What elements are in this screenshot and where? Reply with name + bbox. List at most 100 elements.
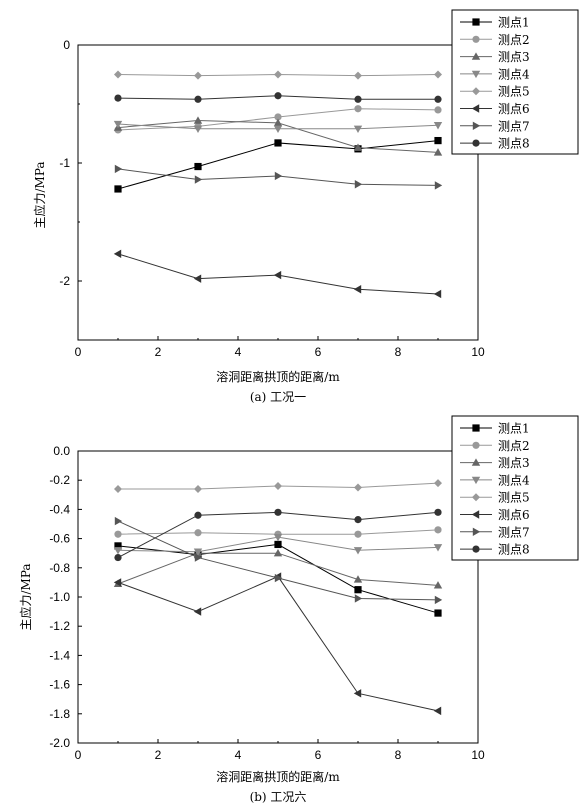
chart-a-y-tick-label: -1	[59, 156, 70, 170]
chart-a-series-1-line	[117, 140, 439, 190]
chart-b-series-8-point	[274, 508, 282, 516]
chart-a-series-4-point	[353, 125, 363, 133]
chart-b-y-tick-label: -1.4	[49, 648, 70, 662]
chart-a-series-6-point	[353, 285, 362, 294]
chart-a-series-1-point	[274, 139, 282, 147]
chart-a-series-4-point	[113, 120, 123, 129]
chart-a-series-8-point	[274, 92, 282, 100]
chart-a-plot-frame	[77, 44, 479, 341]
chart-a-legend-label: 测点8	[498, 137, 530, 151]
chart-b-series-2-point	[434, 526, 442, 534]
chart-b-series-8-point	[434, 508, 442, 516]
chart-a-series-3-point	[353, 143, 363, 151]
chart-a-y-tick-label: 0	[63, 38, 70, 52]
chart-b-series-8-point	[354, 516, 362, 524]
chart-a-series-8-point	[434, 95, 442, 103]
chart-a-series-8-point	[194, 95, 202, 103]
chart-a-x-tick-label: 4	[235, 345, 242, 359]
chart-b-series-4-point	[193, 548, 203, 556]
chart-b-series-3	[113, 549, 443, 589]
chart-a-series-2-point	[434, 106, 442, 114]
chart-b-series-7	[114, 516, 443, 605]
chart-a-legend-label: 测点4	[498, 67, 530, 81]
chart-a-series-4-point	[273, 125, 283, 133]
chart-a-series-2-point	[274, 113, 282, 121]
chart-b-y-tick-label: -1.2	[49, 619, 70, 633]
chart-a-series-4-point	[433, 122, 443, 130]
chart-b-series-2	[114, 526, 442, 538]
chart-b-legend-swatch-marker	[471, 458, 481, 466]
chart-a-y-axis-title: 主应力/MPa	[32, 161, 47, 228]
chart-a-legend: 测点1 测点2 测点3 测点4 测点5 测点6 测点7 测点8	[451, 9, 579, 155]
chart-b-legend-swatch-marker	[471, 476, 481, 485]
chart-a-legend-entry: 测点5	[460, 85, 530, 99]
chart-b-y-ticks: 0.0 -0.2 -0.4 -0.6 -0.8 -1.0 -1.2 -1.4 -1.6 -1.8 -…	[49, 444, 82, 750]
chart-b-series-4	[113, 533, 443, 556]
chart-b-series-5-point	[274, 482, 282, 491]
chart-b-y-tick-label: -0.8	[49, 561, 70, 575]
chart-b-legend-entry: 测点3	[460, 456, 530, 470]
chart-a-series-5-point	[194, 71, 202, 80]
chart-a-series-1-point	[434, 136, 442, 145]
chart-a-legend-label: 测点1	[498, 16, 530, 30]
chart-b-legend-label: 测点1	[498, 422, 530, 436]
chart-b-legend-entry: 测点8	[460, 543, 530, 557]
chart-a-series-7-point	[434, 181, 443, 190]
chart-a-legend-swatch-marker	[471, 70, 481, 79]
chart-b-legend-entry: 测点2	[460, 439, 530, 453]
chart-b-series-7-point	[434, 595, 443, 605]
chart-a-series-4	[113, 120, 443, 133]
chart-a-series-5-point	[114, 70, 122, 79]
chart-a-series-6-point	[433, 289, 442, 299]
chart-b-legend-label: 测点6	[498, 508, 530, 522]
chart-b-series-6-point	[193, 607, 202, 616]
chart-a-legend-swatch-marker	[472, 121, 481, 130]
chart-b-legend-label: 测点4	[498, 473, 530, 487]
chart-b-x-tick-label: 8	[395, 748, 402, 762]
chart-a-x-tick-label: 10	[471, 345, 485, 359]
chart-b-legend-entry: 测点5	[460, 491, 530, 505]
chart-a-legend-entry: 测点8	[460, 137, 530, 151]
chart-b-series-1-point	[114, 542, 122, 550]
chart-b-x-tick-label: 4	[235, 748, 242, 762]
chart-a-series-5-point	[274, 70, 282, 79]
chart-b-series-5-point	[354, 483, 362, 492]
chart-b-legend-swatch-marker	[472, 441, 480, 449]
chart-a-series-2-point	[354, 105, 362, 113]
chart-a-legend-swatch-marker	[472, 18, 480, 26]
chart-a-series-8	[114, 92, 442, 103]
chart-b-series-2-point	[354, 530, 362, 538]
chart-a-series-3-point	[433, 148, 443, 156]
chart-b-series-7-point	[194, 553, 203, 562]
chart-b-y-tick-label: -1.6	[49, 678, 70, 692]
chart-a-legend-entry: 测点6	[460, 102, 530, 116]
chart-b-y-tick-label: -0.6	[49, 532, 70, 546]
chart-a-y-tick-label: -2	[59, 274, 70, 288]
chart-b-legend-swatch-marker	[472, 424, 480, 432]
chart-a-x-ticks: 0 2 4 6 8 10	[75, 336, 485, 359]
chart-b-y-axis-title: 主应力/MPa	[18, 563, 33, 630]
chart-b-series-1-point	[354, 586, 362, 594]
chart-b-y-tick-label: -0.2	[49, 473, 70, 487]
chart-b-y-tick-label: -0.4	[49, 502, 70, 516]
chart-a-legend-entry: 测点4	[460, 67, 530, 81]
chart-b-legend-entry: 测点7	[460, 525, 530, 539]
chart-b-y-tick-label: -1.8	[49, 707, 70, 721]
chart-b-series-6-line	[117, 575, 439, 712]
chart-b-series-8	[114, 508, 442, 562]
chart-a-legend-swatch-marker	[472, 87, 480, 96]
chart-b-x-tick-label: 2	[155, 748, 162, 762]
chart-a-legend-swatch-marker	[471, 104, 480, 113]
chart-a-series-6-point	[193, 274, 202, 283]
chart-b-series-5-point	[194, 484, 202, 493]
chart-a-legend-label: 测点3	[498, 50, 530, 64]
chart-b-x-tick-label: 10	[471, 748, 485, 762]
chart-b-series-8-point	[194, 511, 202, 519]
chart-a-series-6	[113, 249, 442, 299]
chart-a-series-7-point	[194, 175, 203, 184]
chart-a-series-7-point	[274, 171, 283, 181]
chart-b-legend-label: 测点2	[498, 439, 530, 453]
chart-a-series-5	[114, 70, 442, 80]
chart-b-series-5	[114, 479, 442, 493]
chart-a-legend-label: 测点6	[498, 102, 530, 116]
